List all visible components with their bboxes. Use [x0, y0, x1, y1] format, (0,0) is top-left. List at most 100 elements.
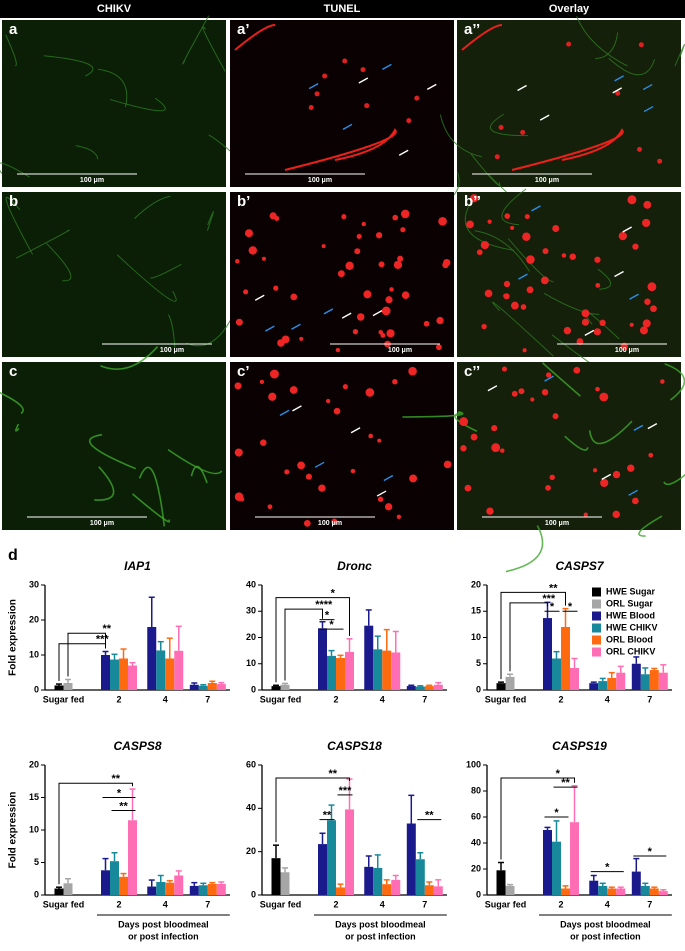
nucleus: [581, 309, 590, 318]
micrographs: CHIKV TUNEL Overlay 100 μm a 100 μm a’ 100 μm a’…: [0, 3, 685, 573]
trachea: [490, 113, 528, 137]
arrow: [539, 114, 550, 121]
bar: [216, 883, 226, 895]
significance-bracket: [275, 777, 350, 843]
nucleus: [540, 276, 549, 285]
y-tick-label: 10: [29, 824, 39, 834]
bar: [505, 676, 515, 690]
nucleus: [289, 386, 298, 394]
x-tick-label: 7: [647, 899, 652, 909]
nucleus: [321, 244, 326, 249]
significance-bracket: [284, 608, 323, 681]
x-tick-label: Sugar fed: [43, 899, 85, 909]
nucleus: [660, 379, 665, 384]
nucleus: [552, 413, 559, 420]
nucleus: [248, 246, 257, 255]
bar: [570, 667, 579, 690]
bar: [174, 650, 184, 690]
trachea: [5, 197, 34, 255]
nucleus: [337, 270, 345, 278]
nucleus: [342, 58, 348, 64]
bar: [561, 888, 570, 895]
legend-label: ORL Sugar: [606, 598, 653, 608]
nucleus: [627, 464, 635, 472]
nucleus: [261, 256, 266, 261]
bar: [280, 684, 290, 690]
nucleus: [595, 386, 600, 392]
bar: [207, 683, 217, 690]
column-header: Overlay: [549, 3, 590, 15]
legend-label: HWE Sugar: [606, 586, 656, 596]
nucleus: [592, 468, 598, 473]
nucleus: [303, 520, 311, 527]
nucleus: [632, 243, 639, 250]
scale-bar-label: 100 μm: [308, 177, 332, 184]
nucleus: [542, 248, 549, 255]
significance-bracket: [275, 597, 350, 683]
significance-label: **: [111, 773, 120, 785]
nucleus: [384, 503, 393, 511]
legend-label: ORL Blood: [606, 634, 653, 644]
significance-label: **: [561, 777, 570, 789]
bar: [207, 883, 217, 895]
scale-bar-label: 100 μm: [318, 520, 342, 527]
arrow: [398, 149, 409, 156]
bar: [216, 684, 226, 690]
nucleus: [583, 512, 588, 517]
y-tick-label: 40: [246, 803, 256, 813]
y-tick-label: 0: [476, 889, 481, 899]
scale-bar-label: 100 μm: [90, 520, 114, 527]
x-axis-label: Days post bloodmeal: [335, 919, 426, 929]
nucleus: [642, 319, 651, 328]
trachea: [206, 211, 214, 231]
arrow: [426, 83, 437, 90]
bar: [364, 625, 374, 690]
bar: [54, 685, 64, 690]
bar: [649, 670, 659, 690]
nucleus: [360, 67, 366, 73]
significance-label: **: [102, 623, 111, 635]
image-bg: [230, 362, 454, 530]
bar: [174, 875, 184, 895]
trachea: [15, 229, 70, 259]
significance-bracket: [67, 632, 106, 677]
arrow: [642, 83, 653, 91]
bar: [128, 665, 137, 690]
bar: [658, 891, 668, 895]
nucleus: [365, 388, 375, 397]
nucleus: [414, 95, 420, 101]
panel-label: a’: [237, 21, 250, 38]
nucleus: [244, 229, 253, 238]
x-tick-label: 4: [163, 899, 168, 909]
nucleus: [541, 388, 549, 396]
nucleus: [259, 379, 265, 385]
bar: [415, 859, 425, 895]
nucleus: [510, 225, 515, 230]
bar: [189, 684, 199, 690]
nucleus: [342, 384, 348, 390]
nucleus: [576, 338, 584, 345]
bar: [406, 823, 416, 895]
bar: [165, 658, 175, 690]
nucleus: [643, 200, 652, 209]
significance-label: **: [549, 582, 558, 594]
bar: [607, 677, 617, 690]
arrow: [291, 323, 301, 330]
bar: [271, 686, 281, 690]
arrow: [292, 405, 302, 412]
arrow: [358, 77, 369, 84]
x-tick-label: 7: [205, 899, 210, 909]
nucleus: [436, 344, 442, 351]
trachea: [167, 448, 223, 475]
y-tick-label: 20: [29, 759, 39, 769]
nucleus: [511, 390, 518, 397]
nucleus: [401, 291, 410, 299]
column-header: CHIKV: [97, 3, 132, 15]
trachea: [664, 363, 685, 401]
bar: [616, 672, 626, 690]
nucleus: [234, 382, 242, 390]
panel-label: d: [8, 547, 18, 564]
x-tick-label: 2: [116, 694, 121, 704]
trachea: [505, 525, 544, 573]
arrow: [341, 312, 352, 319]
